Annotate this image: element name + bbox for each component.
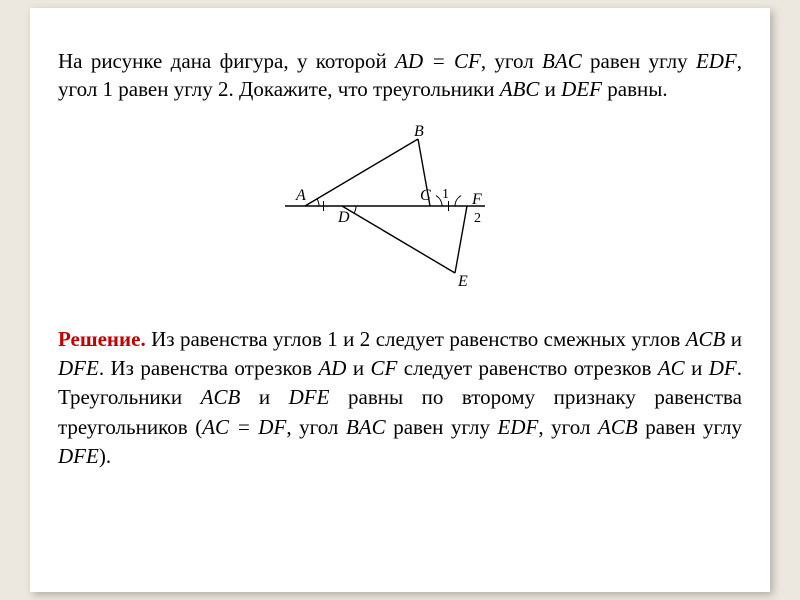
solution-label: Решение. <box>58 327 146 351</box>
triangle-diagram: A D C F B E 1 2 <box>260 124 540 294</box>
diagram-container: A D C F B E 1 2 <box>58 114 742 304</box>
solution-body: Из равенства углов 1 и 2 следует равенст… <box>58 327 742 469</box>
solution-text: Решение. Из равенства углов 1 и 2 следуе… <box>58 325 742 472</box>
svg-text:D: D <box>337 209 350 226</box>
problem-text: На рисунке дана фигура, у которой AD = C… <box>58 47 742 104</box>
svg-text:2: 2 <box>474 211 481 226</box>
svg-text:F: F <box>471 191 482 208</box>
svg-text:1: 1 <box>442 187 449 202</box>
slide: На рисунке дана фигура, у которой AD = C… <box>30 8 770 592</box>
svg-text:B: B <box>414 124 424 140</box>
svg-text:A: A <box>295 187 306 204</box>
svg-text:C: C <box>420 187 431 204</box>
svg-text:E: E <box>457 273 468 290</box>
